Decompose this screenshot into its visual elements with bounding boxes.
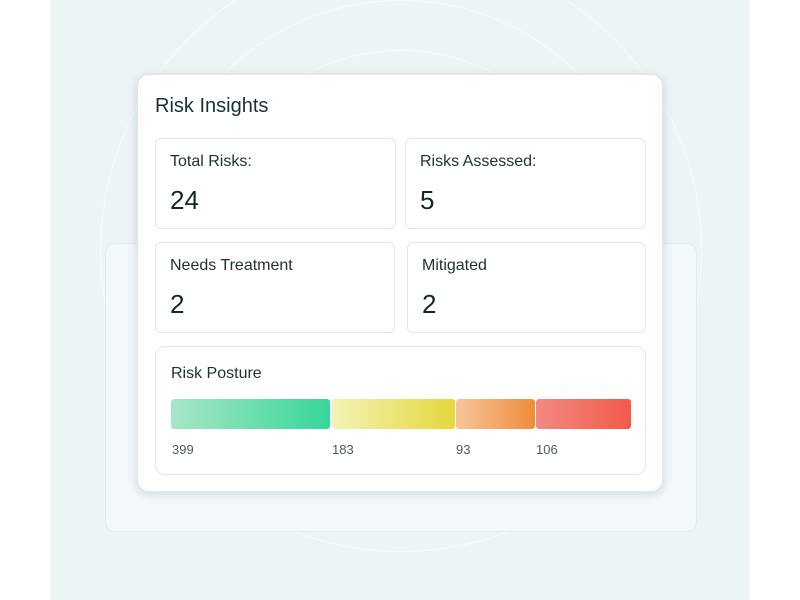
stat-label: Total Risks: [170,153,252,170]
stat-value: 2 [422,289,437,319]
stat-value: 5 [420,185,435,215]
stat-risks-assessed[interactable]: Risks Assessed: 5 [405,138,646,229]
card-title: Risk Insights [155,95,269,117]
posture-value-low: 399 [172,442,194,457]
posture-value-medium: 183 [332,442,354,457]
stat-label: Mitigated [422,257,487,274]
stat-mitigated[interactable]: Mitigated 2 [407,242,646,333]
stat-total-risks[interactable]: Total Risks: 24 [155,138,396,229]
stat-value: 2 [170,289,185,319]
risk-posture-panel: Risk Posture 399 183 93 106 [155,346,646,475]
risk-posture-label: Risk Posture [171,365,262,382]
posture-segment-medium[interactable] [332,399,455,429]
posture-value-critical: 106 [536,442,558,457]
posture-segment-high[interactable] [456,399,535,429]
posture-segment-critical[interactable] [536,399,631,429]
stat-needs-treatment[interactable]: Needs Treatment 2 [155,242,395,333]
stat-label: Needs Treatment [170,257,293,274]
posture-segment-low[interactable] [171,399,330,429]
risk-insights-card: Risk Insights Total Risks: 24 Risks Asse… [137,74,663,492]
stat-value: 24 [170,185,199,215]
posture-value-high: 93 [456,442,471,457]
stat-label: Risks Assessed: [420,153,537,170]
